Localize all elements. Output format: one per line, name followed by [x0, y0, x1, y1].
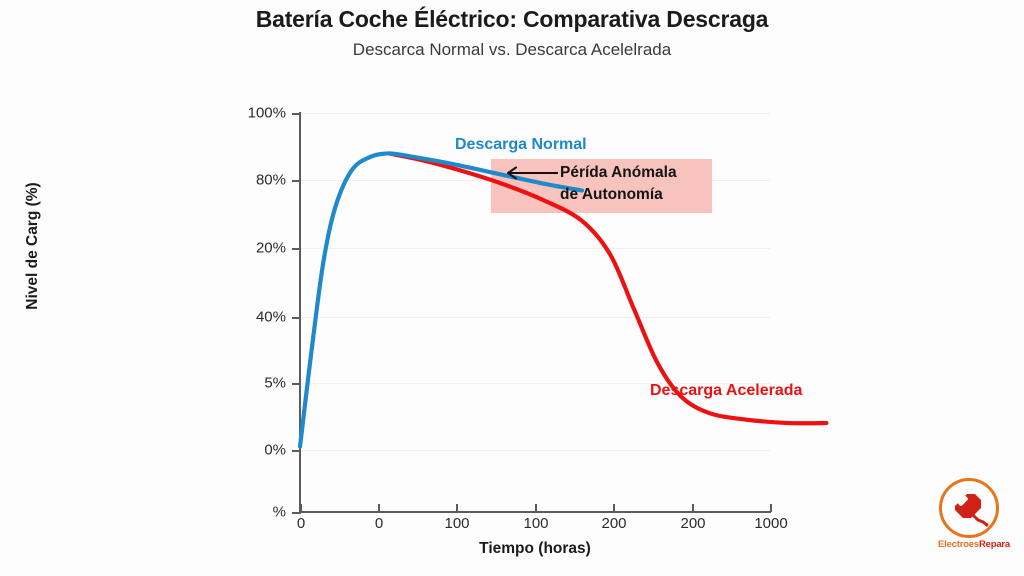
logo-wordmark: ElectroesRepara [928, 539, 1020, 550]
annotation-line-1: Pérída Anómala [560, 164, 677, 181]
x-tick-mark [613, 504, 615, 512]
series-label-descarga-acelerada: Descarga Acelerada [650, 382, 803, 399]
y-tick-label: 20% [255, 239, 286, 257]
annotation-line-2: de Autonomía [560, 186, 663, 203]
x-tick-mark [378, 504, 380, 512]
gridline [300, 450, 770, 451]
y-tick-label: % [272, 503, 286, 521]
y-tick-label: 80% [255, 171, 286, 189]
annotation-arrow-icon [507, 166, 558, 180]
x-tick-label: 0 [374, 515, 384, 532]
y-tick-mark [292, 512, 300, 514]
x-tick-label: 100 [523, 515, 549, 532]
y-axis-title: Nivel de Carg (%) [24, 182, 41, 310]
x-tick-label: 100 [444, 515, 470, 532]
logo-ring-icon [939, 478, 999, 538]
y-tick-mark [292, 450, 300, 452]
y-tick-mark [292, 383, 300, 385]
annotation-text: Pérída Anómala de Autonomía [560, 162, 710, 206]
x-tick-mark [692, 504, 694, 512]
x-tick-mark [300, 504, 302, 512]
gridline [300, 113, 770, 114]
y-tick-mark [292, 248, 300, 250]
chart-title: Batería Coche Éléctrico: Comparativa Des… [255, 6, 769, 32]
ev-charging-plug-icon [955, 494, 989, 527]
y-tick-mark [292, 180, 300, 182]
logo-text-part-2: Repara [978, 539, 1010, 550]
x-tick-label: 1000 [754, 515, 788, 532]
x-axis-title: Tiempo (horas) [479, 540, 591, 557]
x-tick-label: 0 [296, 515, 306, 532]
y-tick-label: 40% [255, 308, 286, 326]
gridline [300, 317, 770, 318]
y-tick-label: 5% [264, 374, 286, 392]
x-tick-mark [770, 504, 772, 512]
series-label-descarga-normal: Descarga Normal [455, 136, 587, 153]
y-tick-mark [292, 317, 300, 319]
y-tick-mark [292, 113, 300, 115]
x-tick-label: 200 [680, 515, 706, 532]
x-tick-mark [456, 504, 458, 512]
chart-subtitle: Descarca Normal vs. Descarca Acelelrada [352, 40, 672, 59]
x-tick-mark [535, 504, 537, 512]
brand-logo: ElectroesRepara [930, 478, 1014, 562]
logo-text-part-1: Electroes [938, 539, 979, 550]
y-tick-label: 100% [247, 104, 286, 122]
y-tick-label: 0% [264, 441, 286, 459]
gridline [300, 248, 770, 249]
y-axis-line [299, 112, 301, 514]
x-axis-line [299, 511, 771, 513]
x-tick-label: 200 [601, 515, 627, 532]
